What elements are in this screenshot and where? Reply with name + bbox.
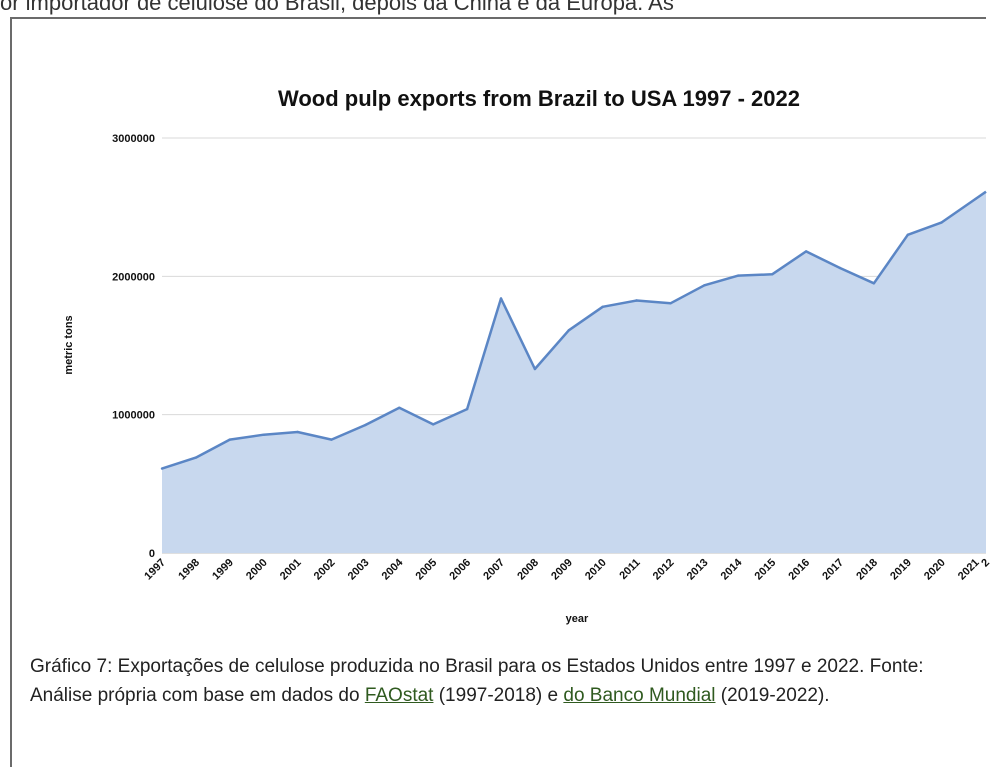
x-tick-label-2018: 2018 — [854, 557, 880, 583]
data-point-2003 — [364, 423, 367, 427]
x-tick-label-2016: 2016 — [786, 557, 812, 583]
data-point-2008 — [533, 367, 537, 371]
area-chart: Wood pulp exports from Brazil to USA 199… — [63, 86, 992, 625]
data-point-1999 — [228, 438, 231, 441]
area-series — [160, 190, 987, 553]
x-tick-label-2015: 2015 — [753, 557, 779, 583]
x-tick-label-2004: 2004 — [380, 556, 406, 582]
data-point-2004 — [398, 406, 401, 409]
x-tick-label-1999: 1999 — [210, 557, 236, 583]
x-tick-label-2014: 2014 — [719, 556, 745, 582]
x-axis-ticks: 1997 1998 1999 2000 2001 2002 2003 2004 2005 2006… — [142, 556, 992, 582]
data-point-2016 — [804, 250, 808, 253]
data-point-2015 — [771, 273, 774, 276]
x-tick-label-2009: 2009 — [549, 557, 575, 583]
chart-frame — [10, 17, 986, 767]
x-tick-label-2021: 2021 — [956, 557, 982, 583]
x-tick-label-2013: 2013 — [685, 557, 711, 583]
data-point-2018 — [872, 282, 876, 285]
caption-text-before: Gráfico 7: Exportações de celulose produ… — [30, 656, 924, 706]
data-point-2013 — [703, 284, 706, 287]
data-point-2005 — [432, 423, 435, 426]
x-tick-label-2011: 2011 — [617, 557, 642, 582]
y-tick-label: 3000000 — [112, 133, 155, 145]
x-tick-label-2020: 2020 — [922, 557, 948, 583]
x-tick-label-2012: 2012 — [651, 557, 677, 583]
y-tick-label: 2000000 — [112, 271, 155, 283]
x-tick-label-2001: 2001 — [278, 557, 304, 583]
faostat-link[interactable]: FAOstat — [364, 685, 434, 706]
data-point-2021 — [974, 197, 977, 201]
data-point-2009 — [567, 329, 570, 332]
x-tick-label-2019: 2019 — [888, 557, 914, 583]
data-point-1998 — [194, 456, 198, 459]
figure-caption: Gráfico 7: Exportações de celulose produ… — [30, 652, 970, 710]
caption-text-after: (2019-2022). — [715, 685, 830, 706]
series-line — [161, 190, 987, 470]
x-tick-label-2006: 2006 — [447, 557, 473, 583]
x-tick-label-partial: 2 — [979, 557, 992, 570]
x-tick-label-2017: 2017 — [820, 557, 846, 583]
x-tick-label-2007: 2007 — [481, 557, 507, 583]
x-tick-label-1998: 1998 — [176, 557, 202, 583]
x-tick-label-2005: 2005 — [414, 557, 440, 583]
data-point-2019 — [906, 233, 909, 236]
x-axis-label: year — [566, 613, 589, 625]
y-tick-label: 1000000 — [112, 410, 155, 422]
page-top-text: or importador de celulose do Brasil, dep… — [0, 0, 674, 15]
y-tick-label: 0 — [149, 548, 155, 560]
data-point-2006 — [465, 407, 469, 411]
chart-title: Wood pulp exports from Brazil to USA 199… — [278, 86, 800, 111]
data-point-2011 — [635, 299, 638, 302]
data-point-2002 — [330, 438, 333, 441]
x-tick-label-1997: 1997 — [142, 557, 168, 583]
x-tick-label-2002: 2002 — [312, 557, 338, 583]
x-tick-label-2008: 2008 — [515, 557, 541, 583]
data-point-2010 — [601, 305, 604, 308]
area-fill — [162, 191, 986, 553]
data-point-2014 — [737, 274, 740, 277]
y-axis-ticks: 0 1000000 2000000 3000000 — [112, 133, 155, 560]
data-point-2020 — [940, 221, 943, 224]
world-bank-link[interactable]: do Banco Mundial — [563, 685, 716, 706]
x-tick-label-2003: 2003 — [346, 557, 372, 583]
x-tick-label-2000: 2000 — [244, 557, 270, 583]
x-tick-label-2010: 2010 — [583, 557, 609, 583]
data-point-2000 — [262, 433, 265, 436]
data-point-2012 — [669, 302, 672, 305]
data-point-2017 — [838, 266, 842, 270]
data-point-2001 — [296, 430, 299, 434]
y-axis-label: metric tons — [63, 315, 75, 374]
data-point-2007 — [499, 297, 503, 300]
data-point-1997 — [160, 467, 164, 470]
caption-text-middle: (1997-2018) e — [433, 685, 564, 706]
